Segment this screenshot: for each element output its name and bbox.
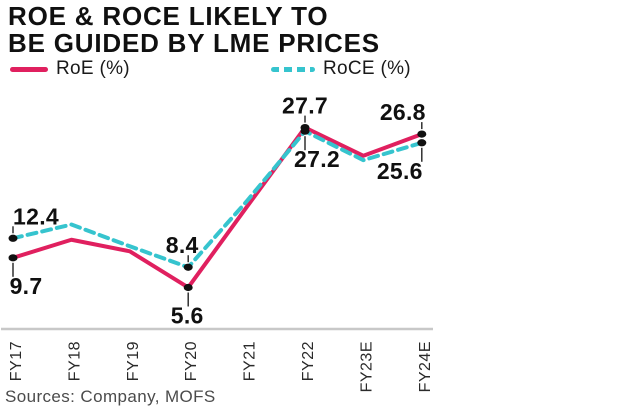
- legend-label-roe: RoE (%): [56, 58, 130, 79]
- point-label-fy17-12.4: 12.4: [13, 203, 59, 229]
- x-tick-label-fy21: FY21: [242, 341, 259, 381]
- x-tick-label-fy19: FY19: [125, 341, 142, 381]
- x-tick-label-fy22: FY22: [300, 341, 317, 381]
- x-tick-label-fy24e: FY24E: [417, 341, 434, 392]
- point-label-fy20-5.6: 5.6: [171, 302, 204, 328]
- data-point-dot-fy22-27.2: [300, 127, 310, 135]
- data-point-dot-fy24e-26.8: [417, 130, 427, 138]
- legend-item-roe: RoE (%): [10, 57, 130, 81]
- legend-item-roce: RoCE (%): [271, 57, 411, 81]
- legend: RoE (%) RoCE (%): [0, 57, 620, 81]
- data-point-dot-fy24e-25.6: [417, 139, 427, 147]
- point-label-fy22-27.2: 27.2: [294, 146, 340, 172]
- point-label-fy17-9.7: 9.7: [10, 273, 43, 299]
- legend-label-roce: RoCE (%): [323, 58, 411, 79]
- x-tick-label-fy20: FY20: [183, 341, 200, 381]
- x-tick-label-fy23e: FY23E: [358, 341, 375, 392]
- source-note: Sources: Company, MOFS: [5, 387, 216, 406]
- data-point-dot-fy20-5.6: [183, 283, 193, 292]
- point-label-fy20-8.4: 8.4: [166, 232, 199, 258]
- point-label-fy24e-26.8: 26.8: [380, 99, 426, 125]
- chart-line-roe: [12, 125, 423, 290]
- chart-title-line1: ROE & ROCE LIKELY TO: [8, 1, 329, 31]
- point-label-fy22-27.7: 27.7: [282, 93, 328, 119]
- data-point-dot-fy17-9.7: [8, 254, 18, 262]
- roce-dashed-swatch-icon: [271, 66, 315, 72]
- chart-title: ROE & ROCE LIKELY TO BE GUIDED BY LME PR…: [8, 3, 380, 57]
- x-tick-label-fy17: FY17: [8, 341, 25, 381]
- chart-line-roce: [11, 129, 424, 270]
- data-point-dot-fy20-8.4: [183, 263, 193, 271]
- chart-title-line2: BE GUIDED BY LME PRICES: [8, 28, 380, 58]
- point-label-fy24e-25.6: 25.6: [377, 158, 423, 184]
- roe-line-swatch-icon: [10, 66, 48, 72]
- data-point-dot-fy17-12.4: [8, 234, 18, 242]
- x-tick-label-fy18: FY18: [66, 341, 83, 381]
